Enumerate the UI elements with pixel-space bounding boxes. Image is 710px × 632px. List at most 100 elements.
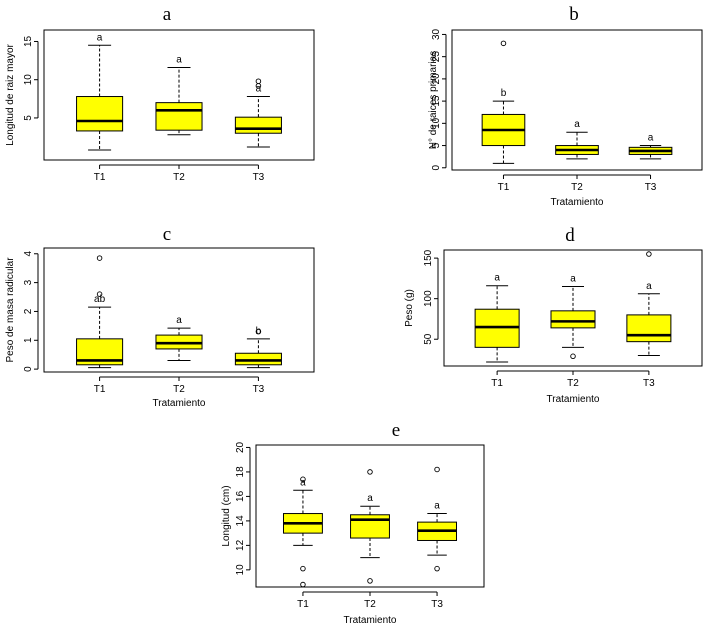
- significance-label: a: [97, 32, 103, 43]
- x-tick-label: T3: [431, 599, 443, 610]
- outlier-point: [96, 255, 103, 261]
- outlier-point: [300, 581, 306, 588]
- box-T1: a: [474, 273, 520, 363]
- plot-frame: [255, 444, 485, 588]
- x-tick-label: T1: [498, 182, 510, 193]
- y-tick-label: 15: [23, 35, 34, 47]
- x-tick-label: T2: [364, 599, 376, 610]
- panel-b: b 0 5 10 15 20 25 30 N° de raices primarias T1 T2 T…: [428, 4, 703, 208]
- significance-label: b: [501, 88, 507, 99]
- y-tick-label: 20: [431, 73, 442, 85]
- box-T1: b: [481, 40, 526, 164]
- y-tick-label: 25: [431, 51, 442, 63]
- box-T3: a: [417, 466, 458, 572]
- y-tick-label: 14: [235, 515, 246, 527]
- iqr-box: [155, 102, 203, 131]
- box-T1: ab: [76, 255, 124, 369]
- iqr-box: [550, 310, 596, 329]
- box-T1: a: [76, 32, 124, 151]
- y-tick-label: 150: [423, 249, 434, 266]
- x-axis-label: Tratamiento: [547, 394, 600, 405]
- significance-label: a: [648, 133, 654, 144]
- x-tick-label: T2: [567, 378, 579, 389]
- box-T2: a: [350, 469, 390, 584]
- outlier-point: [96, 291, 103, 297]
- box-T2: a: [155, 54, 203, 136]
- panel-e: e 10 12 14 16 18 20 Longitud (cm) T1 T2 T3 Tratamie…: [221, 420, 485, 626]
- y-tick-label: 16: [235, 490, 246, 502]
- x-axis-label: Tratamiento: [344, 615, 397, 626]
- significance-label: a: [176, 315, 182, 326]
- y-axis-label: N° de raices primarias: [428, 51, 439, 149]
- outlier-point: [300, 476, 306, 483]
- plot-frame: [43, 29, 315, 161]
- x-tick-label: T3: [253, 172, 265, 183]
- box-T2: a: [550, 274, 596, 360]
- panel-letter: d: [565, 225, 575, 246]
- outlier-point: [646, 251, 652, 257]
- box-T3: b: [234, 326, 282, 369]
- plot-frame: [43, 247, 315, 373]
- significance-label: a: [256, 84, 262, 95]
- outlier-point: [255, 78, 262, 84]
- significance-label: a: [176, 54, 182, 65]
- y-tick-label: 5: [23, 115, 34, 121]
- y-axis-label: Peso de masa radicular: [5, 257, 16, 363]
- box-T3: a: [234, 78, 282, 148]
- y-tick-label: 100: [423, 290, 434, 307]
- panel-letter: e: [392, 420, 400, 441]
- iqr-box: [76, 96, 124, 132]
- significance-label: b: [256, 326, 262, 337]
- y-tick-label: 50: [423, 333, 434, 345]
- outlier-point: [367, 578, 373, 584]
- significance-label: a: [300, 477, 306, 488]
- panel-letter: c: [163, 224, 171, 245]
- significance-label: a: [646, 281, 652, 292]
- y-axis-label: Longitud de raiz mayor: [5, 43, 16, 145]
- y-tick-label: 0: [23, 366, 34, 372]
- y-axis-label: Peso (g): [404, 289, 415, 327]
- x-axis-label: Tratamiento: [551, 197, 604, 208]
- box-T3: a: [628, 133, 673, 160]
- significance-label: ab: [94, 294, 106, 305]
- y-tick-label: 12: [235, 539, 246, 551]
- iqr-box: [626, 314, 672, 343]
- outlier-point: [500, 40, 507, 47]
- x-tick-label: T2: [571, 182, 583, 193]
- outlier-point: [300, 565, 306, 572]
- x-tick-label: T1: [297, 599, 309, 610]
- x-tick-label: T2: [173, 384, 185, 395]
- y-tick-label: 10: [431, 117, 442, 129]
- y-tick-label: 30: [431, 28, 442, 40]
- y-tick-label: 18: [235, 466, 246, 478]
- iqr-box: [350, 514, 390, 539]
- iqr-box: [234, 352, 282, 366]
- box-T2: a: [155, 315, 203, 361]
- box-T1: a: [282, 476, 323, 588]
- panel-d: d 50 100 150 Peso (g) T1 T2 T3 Tratamiento a a a: [404, 225, 703, 405]
- plot-frame: [451, 29, 703, 171]
- y-tick-label: 10: [23, 74, 34, 86]
- outlier-point: [367, 469, 373, 475]
- x-tick-label: T3: [645, 182, 657, 193]
- y-axis-label: Longitud (cm): [221, 485, 232, 546]
- x-tick-label: T2: [173, 172, 185, 183]
- y-tick-label: 20: [235, 441, 246, 453]
- outlier-point: [434, 466, 440, 473]
- panel-c: c 0 1 2 3 4 Peso de masa radicular T1 T2 T3 Tratam…: [5, 224, 315, 409]
- significance-label: a: [367, 493, 373, 504]
- y-tick-label: 1: [23, 337, 34, 343]
- panel-letter: b: [569, 4, 579, 25]
- box-T3: a: [626, 251, 672, 356]
- significance-label: a: [574, 119, 580, 130]
- x-axis-label: Tratamiento: [153, 398, 206, 409]
- outlier-point: [434, 565, 440, 572]
- y-tick-label: 4: [23, 251, 34, 257]
- panel-letter: a: [163, 4, 172, 25]
- panel-a: a 5 10 15 Longitud de raiz mayor T1 T2 T3 a a a: [5, 4, 315, 183]
- significance-label: a: [434, 501, 440, 512]
- outlier-point: [255, 328, 262, 335]
- x-tick-label: T3: [643, 378, 655, 389]
- significance-label: a: [570, 274, 576, 285]
